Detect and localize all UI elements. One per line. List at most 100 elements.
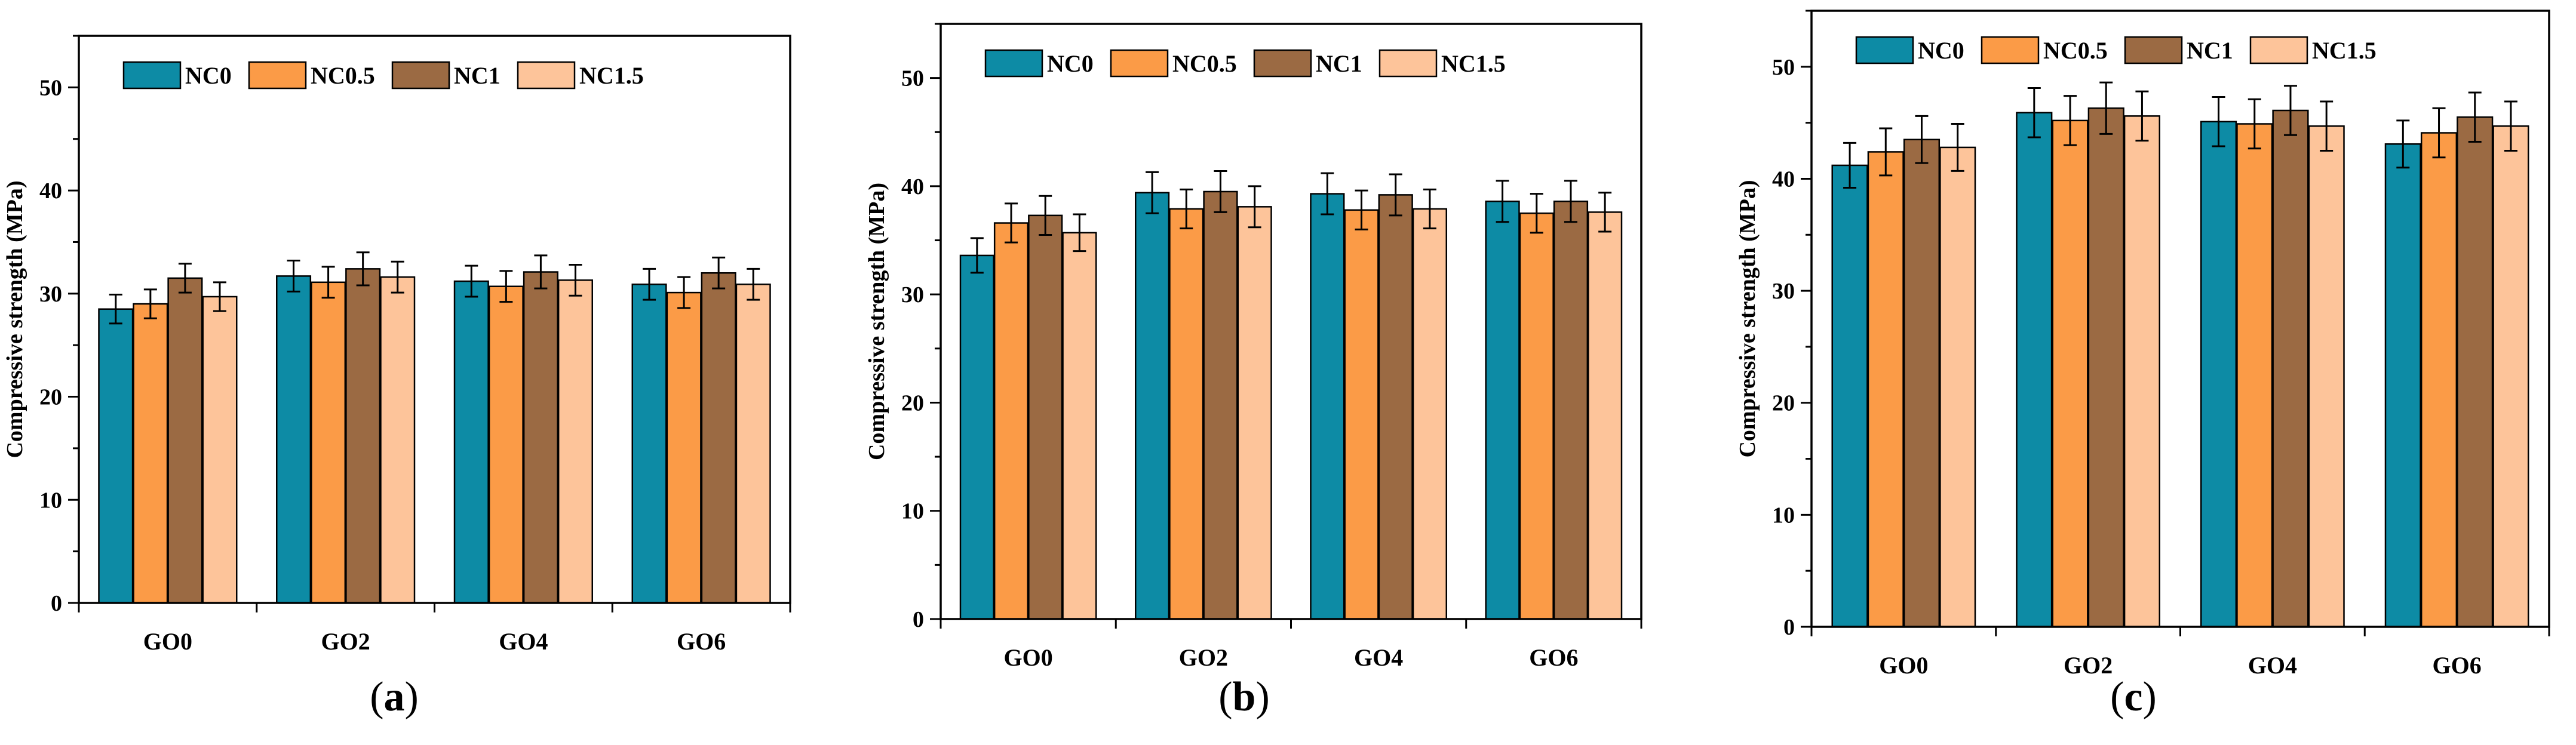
- x-tick-label-go0: GO0: [1004, 644, 1053, 671]
- error-bar-nc05-go4: [2248, 98, 2261, 150]
- x-tick-label-go0: GO0: [143, 628, 192, 655]
- legend-label-nc05: NC0.5: [311, 62, 375, 89]
- bar-nc05-go6: [2420, 132, 2458, 628]
- bar-nc0-go2: [1134, 192, 1170, 620]
- bar-nc1-go2: [2087, 107, 2124, 628]
- x-tick-label-go6: GO6: [1529, 644, 1578, 671]
- legend-swatch-nc15: [1378, 49, 1438, 78]
- error-bar-nc15-go0: [1073, 213, 1086, 253]
- error-bar-nc05-go0: [143, 288, 157, 319]
- error-bar-nc1-go2: [356, 251, 370, 287]
- error-bar-nc05-go2: [321, 266, 335, 299]
- y-tick-label-10: 10: [1772, 503, 1795, 528]
- x-tick-label-go2: GO2: [321, 628, 370, 655]
- error-bar-nc1-go6: [712, 256, 726, 290]
- error-bar-nc1-go4: [2283, 85, 2297, 136]
- legend-swatch-nc0: [984, 49, 1043, 78]
- bar-nc0-go0: [1831, 164, 1868, 628]
- error-bar-nc0-go2: [1146, 171, 1159, 214]
- error-bar-nc1-go0: [178, 263, 192, 294]
- bar-nc15-go4: [2308, 125, 2345, 628]
- bar-nc1-go6: [701, 272, 736, 604]
- error-bar-nc05-go0: [1005, 202, 1018, 244]
- y-tick-label-50: 50: [39, 75, 62, 100]
- panel-label: (a): [370, 674, 419, 720]
- error-bar-nc05-go6: [677, 276, 691, 309]
- error-bar-nc15-go0: [213, 281, 226, 312]
- x-tick-label-go4: GO4: [2248, 652, 2297, 679]
- bar-nc0-go6: [631, 284, 667, 604]
- panel-label: (c): [2110, 674, 2157, 720]
- legend-swatch-nc05: [1981, 36, 2040, 64]
- legend-label-nc1: NC1: [1316, 50, 1362, 77]
- bar-nc1-go2: [1203, 190, 1238, 620]
- bar-nc1-go0: [1028, 214, 1063, 620]
- bar-nc05-go0: [1867, 151, 1904, 628]
- error-bar-nc05-go2: [1180, 188, 1193, 230]
- bar-nc1-go2: [345, 268, 381, 604]
- bar-nc1-go0: [167, 277, 203, 604]
- legend-label-nc15: NC1.5: [2312, 37, 2377, 64]
- bar-nc1-go4: [1378, 194, 1413, 620]
- error-bar-nc15-go4: [2320, 100, 2334, 152]
- x-tick-label-go6: GO6: [2433, 652, 2482, 679]
- bar-nc05-go2: [1169, 208, 1204, 620]
- bar-nc05-go6: [666, 291, 702, 604]
- error-bar-nc05-go6: [1530, 193, 1543, 234]
- error-bar-nc15-go6: [747, 267, 760, 301]
- bar-nc15-go6: [2492, 125, 2529, 628]
- error-bar-nc05-go4: [499, 270, 513, 303]
- legend-label-nc15: NC1.5: [579, 62, 644, 89]
- chart-panel-a: GO0 GO2 GO4 GO6 0 10 20 30 40 50 Compressive stren…: [2, 35, 791, 720]
- y-tick-label-0: 0: [1783, 615, 1795, 640]
- y-tick-label-10: 10: [901, 499, 924, 524]
- bar-nc05-go4: [1344, 209, 1379, 620]
- error-bar-nc15-go4: [1423, 188, 1436, 230]
- error-bar-nc1-go2: [2099, 81, 2113, 135]
- error-bar-nc0-go0: [970, 237, 984, 274]
- bar-nc0-go4: [2200, 121, 2237, 628]
- error-bar-nc1-go6: [2468, 91, 2482, 143]
- bar-nc05-go4: [488, 285, 524, 604]
- legend: NC0 NC0.5 NC1 NC1.5: [122, 61, 644, 90]
- bar-nc0-go2: [276, 275, 312, 604]
- y-tick-label-40: 40: [901, 174, 924, 199]
- legend-label-nc1: NC1: [2187, 37, 2233, 64]
- x-tick-label-go4: GO4: [1354, 644, 1403, 671]
- y-tick-label-40: 40: [39, 178, 62, 204]
- legend-swatch-nc15: [517, 61, 576, 90]
- y-axis-label: Compressive strength (MPa): [864, 183, 889, 460]
- y-tick-label-50: 50: [901, 66, 924, 91]
- x-tick-label-go2: GO2: [1179, 644, 1228, 671]
- legend-label-nc05: NC0.5: [1172, 50, 1237, 77]
- x-tick-label-go2: GO2: [2064, 652, 2113, 679]
- error-bar-nc15-go0: [1951, 123, 1964, 172]
- legend-swatch-nc1: [2124, 36, 2183, 64]
- bar-nc1-go6: [1553, 201, 1589, 620]
- y-tick-label-50: 50: [1772, 55, 1795, 80]
- error-bar-nc0-go4: [465, 264, 478, 298]
- error-bar-nc0-go4: [2212, 96, 2225, 147]
- y-tick-label-20: 20: [1772, 391, 1795, 416]
- legend-swatch-nc05: [1110, 49, 1169, 78]
- bar-nc05-go2: [2052, 119, 2089, 628]
- error-bar-nc0-go6: [643, 267, 656, 301]
- error-bar-nc05-go4: [1355, 189, 1368, 230]
- legend-label-nc15: NC1.5: [1441, 50, 1506, 77]
- legend-label-nc1: NC1: [454, 62, 501, 89]
- error-bar-nc0-go0: [1843, 141, 1857, 189]
- y-tick-label-20: 20: [901, 390, 924, 415]
- bar-nc05-go0: [993, 222, 1029, 620]
- error-bar-nc15-go6: [1598, 192, 1612, 233]
- chart-panel-c: GO0 GO2 GO4 GO6 0 10 20 30 40 50 Compressive stren…: [1735, 10, 2550, 720]
- bar-nc1-go4: [2272, 109, 2309, 628]
- error-bar-nc15-go2: [391, 260, 404, 294]
- legend-swatch-nc1: [1253, 49, 1312, 78]
- bar-nc05-go0: [133, 303, 168, 604]
- error-bar-nc1-go0: [1915, 115, 1929, 164]
- panel-label: (b): [1218, 674, 1270, 720]
- legend-swatch-nc0: [122, 61, 182, 90]
- error-bar-nc15-go6: [2504, 100, 2517, 152]
- y-axis-label: Compressive strength (MPa): [2, 180, 27, 458]
- bar-nc15-go2: [380, 276, 416, 604]
